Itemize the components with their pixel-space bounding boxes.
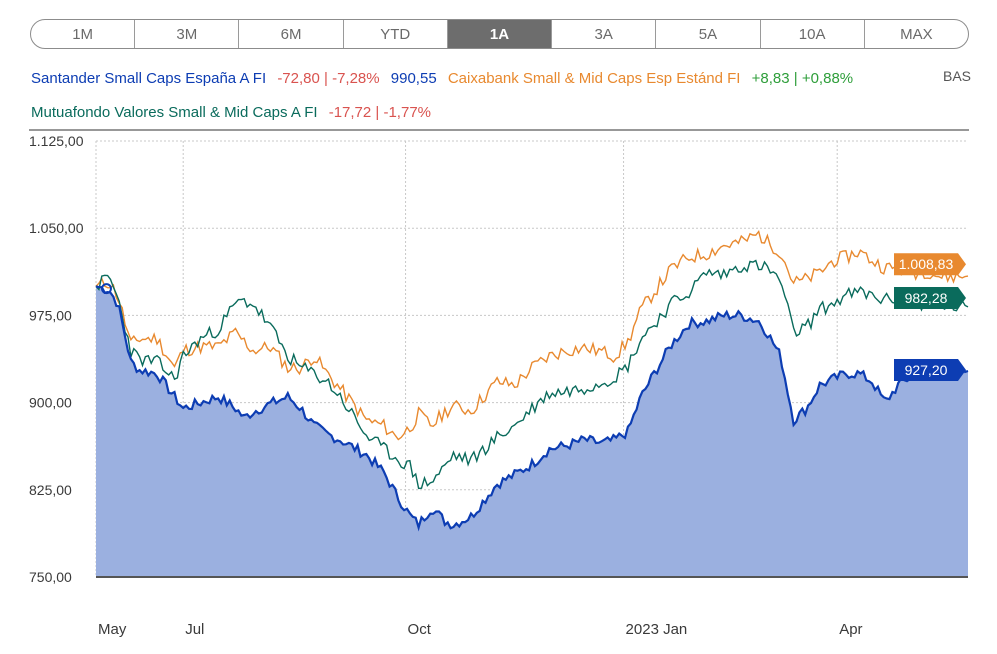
santander-line bbox=[95, 285, 969, 532]
tab-1a[interactable]: 1A bbox=[447, 20, 553, 48]
legend-bas-label[interactable]: BAS bbox=[942, 68, 971, 84]
santander-area-fill bbox=[96, 286, 968, 577]
legend-mutuafondo-change: -17,72 | -1,77% bbox=[328, 104, 431, 121]
y-tick-label: 900,00 bbox=[29, 395, 72, 411]
mutuafondo-end-label-bg bbox=[894, 286, 966, 309]
x-tick-label: Apr bbox=[839, 621, 862, 638]
legend-santander-change: -72,80 | -7,28% bbox=[277, 70, 380, 87]
caixabank-end-label-bg bbox=[894, 253, 966, 276]
x-tick-label: Oct bbox=[408, 621, 432, 638]
santander-end-label-bg bbox=[894, 359, 966, 382]
start-marker bbox=[100, 283, 112, 295]
x-tick-label: Jul bbox=[185, 621, 204, 638]
santander-end-label: 927,20 bbox=[905, 362, 948, 378]
caixabank-end-label: 1.008,83 bbox=[899, 256, 954, 272]
tab-5a[interactable]: 5A bbox=[656, 20, 761, 48]
legend-santander-value: 990,55 bbox=[390, 70, 437, 87]
tab-6m[interactable]: 6M bbox=[239, 20, 344, 48]
y-tick-label: 750,00 bbox=[29, 569, 72, 585]
tab-3m[interactable]: 3M bbox=[135, 20, 240, 48]
tab-1m[interactable]: 1M bbox=[31, 20, 136, 48]
tab-10a[interactable]: 10A bbox=[761, 20, 865, 48]
tab-max[interactable]: MAX bbox=[900, 25, 933, 43]
x-tick-label: 2023 Jan bbox=[626, 621, 688, 638]
y-tick-label: 975,00 bbox=[29, 307, 72, 323]
tab-3a[interactable]: 3A bbox=[552, 20, 657, 48]
legend-row-2: Mutuafondo Valores Small & Mid Caps A FI… bbox=[31, 102, 438, 124]
period-tab-bar: 1M 3M 6M YTD 1A 3A 5A 10A MAX bbox=[30, 19, 969, 49]
mutuafondo-line bbox=[95, 259, 969, 490]
tab-ytd[interactable]: YTD bbox=[344, 20, 448, 48]
legend-row-1: Santander Small Caps España A FI -72,80 … bbox=[31, 68, 860, 90]
legend-mutuafondo-name[interactable]: Mutuafondo Valores Small & Mid Caps A FI bbox=[31, 104, 318, 121]
legend-caixabank-name[interactable]: Caixabank Small & Mid Caps Esp Estánd FI bbox=[447, 70, 741, 87]
y-tick-label: 825,00 bbox=[29, 482, 72, 498]
legend-caixabank-change: +8,83 | +0,88% bbox=[751, 70, 854, 87]
mutuafondo-end-label: 982,28 bbox=[905, 290, 948, 306]
legend-santander-name[interactable]: Santander Small Caps España A FI bbox=[31, 70, 267, 87]
x-tick-label: May bbox=[98, 621, 127, 638]
y-tick-label: 1.125,00 bbox=[29, 133, 84, 149]
caixabank-line bbox=[95, 229, 969, 441]
y-tick-label: 1.050,00 bbox=[29, 220, 84, 236]
